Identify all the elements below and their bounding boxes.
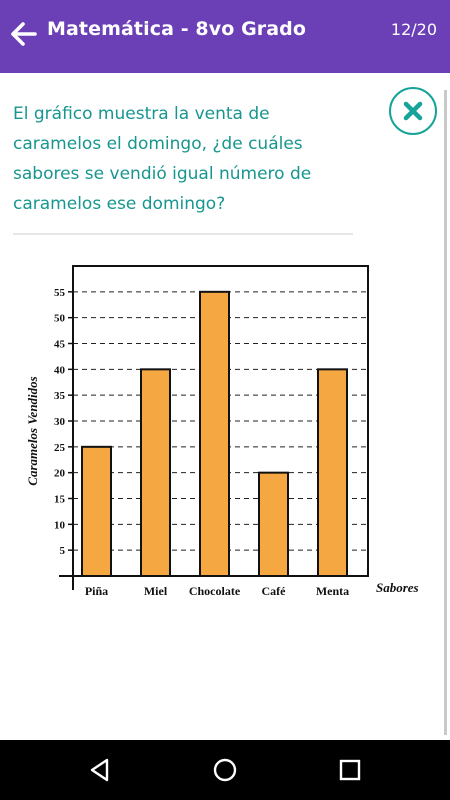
- category-label: Menta: [316, 584, 349, 598]
- y-tick-label: 40: [54, 364, 66, 376]
- category-label: Café: [262, 584, 287, 598]
- arrow-left-icon[interactable]: [10, 20, 38, 48]
- y-tick-label: 55: [54, 287, 66, 299]
- bar: [140, 368, 171, 577]
- close-x-icon: [403, 101, 423, 121]
- bar: [317, 368, 348, 577]
- close-button[interactable]: [389, 87, 437, 135]
- question-counter: 12/20: [390, 20, 437, 39]
- chart-canvas: 5 10 15 20 25 30 35 40 45 50 55 Piña Miel Chocolate Ca…: [25, 265, 419, 598]
- x-axis-title: Sabores: [376, 580, 419, 595]
- app-bar: Matemática - 8vo Grado 12/20: [0, 0, 450, 73]
- page-title: Matemática - 8vo Grado: [47, 18, 307, 40]
- triangle-back-icon[interactable]: [87, 757, 113, 783]
- circle-home-icon[interactable]: [212, 757, 238, 783]
- y-tick-label: 20: [54, 468, 66, 480]
- divider: [13, 233, 353, 235]
- bar: [199, 290, 230, 577]
- y-tick-label: 25: [54, 442, 66, 454]
- y-axis-title: Caramelos Vendidos: [25, 376, 40, 485]
- category-label: Chocolate: [189, 584, 241, 598]
- y-tick-label: 15: [54, 494, 66, 506]
- question-text: El gráfico muestra la venta de caramelos…: [13, 104, 312, 214]
- square-recents-icon[interactable]: [337, 757, 363, 783]
- category-label: Piña: [85, 584, 108, 598]
- bar-chart: 5 10 15 20 25 30 35 40 45 50 55 Piña Miel Chocolate Ca…: [0, 240, 450, 610]
- y-tick-label: 50: [54, 313, 66, 325]
- y-tick-label: 35: [54, 390, 66, 402]
- navigation-bar: [0, 740, 450, 800]
- bar: [81, 445, 112, 577]
- y-tick-label: 45: [54, 339, 66, 351]
- y-tick-label: 30: [54, 416, 66, 428]
- y-tick-label: 5: [60, 545, 66, 557]
- bar: [258, 471, 289, 578]
- y-tick-label: 10: [54, 519, 66, 531]
- category-label: Miel: [144, 584, 168, 598]
- scrollbar[interactable]: [444, 90, 447, 735]
